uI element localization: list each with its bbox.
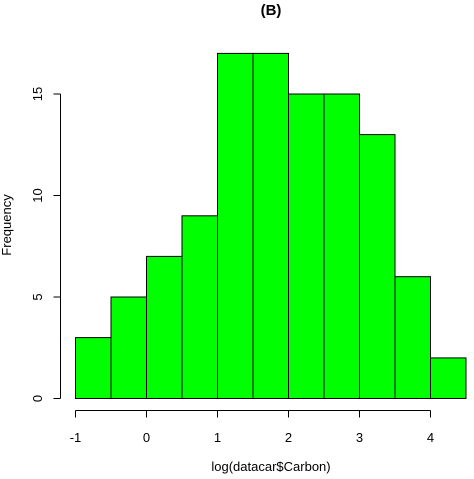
histogram-bar — [430, 357, 467, 399]
y-tick-label: 15 — [30, 87, 45, 101]
chart-title: (B) — [261, 2, 282, 19]
x-tick-label: 1 — [214, 430, 221, 445]
histogram-bar — [288, 93, 325, 399]
y-axis-title: Frequency — [0, 194, 14, 256]
y-tick-label: 10 — [30, 188, 45, 202]
x-tick-label: -1 — [70, 430, 82, 445]
histogram-bar — [217, 52, 254, 400]
histogram-bar — [323, 93, 360, 399]
histogram-bar — [252, 52, 289, 400]
y-tick-label: 0 — [30, 395, 45, 402]
histogram-bar — [110, 296, 147, 399]
y-tick-label: 5 — [30, 293, 45, 300]
histogram-bar — [394, 276, 431, 400]
y-axis: 0 5 10 15 — [30, 87, 61, 402]
histogram-bar — [75, 337, 112, 400]
x-axis: -1 0 1 2 3 4 — [70, 410, 434, 445]
x-tick-label: 3 — [356, 430, 363, 445]
histogram-bar — [181, 215, 218, 399]
x-tick-label: 2 — [285, 430, 292, 445]
histogram-bar — [359, 134, 396, 399]
x-tick-label: 4 — [427, 430, 434, 445]
x-tick-label: 0 — [143, 430, 150, 445]
bars-group — [75, 52, 467, 400]
histogram-bar — [146, 255, 183, 399]
x-axis-title: log(datacar$Carbon) — [211, 459, 330, 474]
